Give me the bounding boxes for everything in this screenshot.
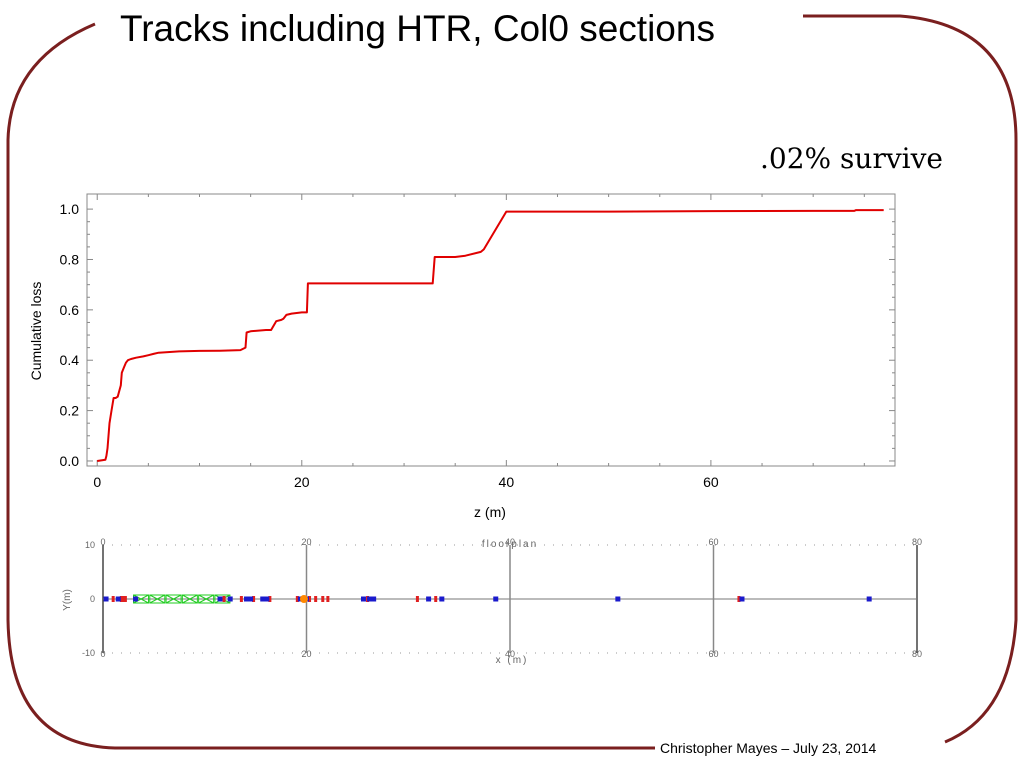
magnet-element (371, 596, 377, 602)
floorplan-x-tick-label: 20 (301, 649, 311, 659)
x-tick-label: 40 (499, 474, 515, 490)
floorplan-x-tick-label: 80 (912, 649, 922, 659)
magnet-element (119, 596, 123, 602)
floorplan-y-tick-label: 10 (85, 540, 95, 550)
magnet-element (248, 596, 254, 602)
y-tick-label: 0.8 (60, 251, 80, 267)
quadrupole-element (133, 594, 149, 604)
y-tick-label: 0.0 (60, 453, 80, 469)
floorplan-x-tick-label: 20 (301, 537, 311, 547)
quadrupole-element (149, 594, 166, 604)
cumulative-loss-line (97, 209, 884, 462)
y-tick-label: 0.6 (60, 302, 80, 318)
magnet-element (308, 596, 312, 602)
slide-title: Tracks including HTR, Col0 sections (120, 8, 715, 49)
quadrupole-element (198, 594, 215, 604)
quadrupole-element (182, 594, 198, 604)
quadrupole-element (181, 594, 198, 604)
magnet-element (314, 596, 318, 602)
magnet-element (615, 596, 621, 602)
magnet-element (222, 596, 226, 602)
magnet-element (243, 596, 249, 602)
magnet-element (360, 596, 366, 602)
floorplan-y-label: Y(m) (62, 589, 73, 611)
y-tick-label: 1.0 (60, 201, 80, 217)
magnet-element (295, 596, 299, 602)
magnet-element (121, 596, 125, 602)
quadrupole-element (149, 594, 166, 604)
magnet-element (133, 596, 139, 602)
magnet-element (252, 596, 256, 602)
magnet-element (239, 596, 243, 602)
magnet-element (103, 596, 109, 602)
magnet-element (227, 596, 233, 602)
magnet-element (123, 596, 127, 602)
floorplan-x-tick-label: 60 (708, 649, 718, 659)
chart-series (97, 209, 884, 462)
floorplan-y-tick-label: 0 (90, 594, 95, 604)
floorplan-x-label: x (m) (496, 655, 529, 666)
magnet-element (268, 596, 272, 602)
magnet-element (493, 596, 499, 602)
floorplan-x-tick-label: 60 (708, 537, 718, 547)
frame-right-curve (803, 14, 1018, 744)
magnet-element (217, 596, 223, 602)
floorplan-y-tick-label: -10 (82, 648, 95, 658)
floorplan-elements (103, 594, 872, 604)
collimator-element (299, 595, 308, 603)
x-tick-label: 0 (93, 474, 101, 490)
magnet-element (426, 596, 432, 602)
x-tick-label: 20 (294, 474, 310, 490)
slide-footer: Christopher Mayes – July 23, 2014 (660, 740, 877, 756)
plot-frame (86, 193, 896, 467)
magnet-element (415, 596, 419, 602)
magnet-element (264, 596, 270, 602)
floorplan-x-tick-label: 80 (912, 537, 922, 547)
floorplan-title: floorplan (482, 539, 538, 550)
frame-left-curve (6, 22, 655, 750)
x-tick-label: 60 (703, 474, 719, 490)
y-tick-label: 0.2 (60, 403, 80, 419)
chart-axes: 0 20 40 60 0.0 0.2 0.4 0.6 0.8 1.0 (60, 193, 896, 490)
quadrupole-element (165, 594, 182, 604)
magnet-element (115, 596, 121, 602)
floorplan-x-tick-label: 40 (505, 537, 515, 547)
magnet-element (321, 596, 325, 602)
y-tick-label: 0.4 (60, 352, 80, 368)
quadrupole-element (165, 594, 182, 604)
floorplan-x-tick-label: 0 (100, 649, 105, 659)
magnet-element (866, 596, 872, 602)
magnet-element (439, 596, 445, 602)
quadrupole-element (198, 594, 214, 604)
x-axis-label: z (m) (474, 504, 506, 520)
magnet-element (434, 596, 438, 602)
magnet-element (111, 596, 115, 602)
magnet-element (367, 596, 373, 602)
magnet-element (326, 596, 330, 602)
floorplan-x-tick-label: 40 (505, 649, 515, 659)
magnet-element (737, 596, 741, 602)
floorplan-x-tick-label: 0 (100, 537, 105, 547)
magnet-element (260, 596, 266, 602)
survival-callout: .02% survive (760, 142, 943, 175)
y-axis-label: Cumulative loss (28, 282, 44, 381)
magnet-element (739, 596, 745, 602)
